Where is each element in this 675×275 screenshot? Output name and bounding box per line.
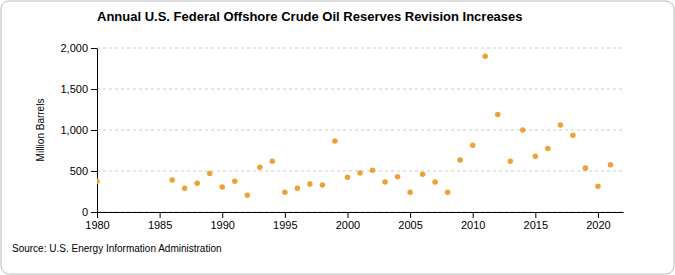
title: Annual U.S. Federal Offshore Crude Oil R… (97, 9, 523, 24)
point (457, 157, 463, 163)
y-tick-label: 500 (70, 165, 88, 177)
x-tick-label: 2005 (398, 219, 422, 231)
y-tick-label: 0 (82, 206, 88, 218)
x-tick-label: 2020 (586, 219, 610, 231)
y-axis-title: Million Barrels (35, 99, 46, 162)
point (407, 190, 413, 196)
x-tick-mark (473, 212, 474, 218)
y-axis-line (97, 49, 98, 213)
x-tick-mark (160, 212, 161, 218)
point (445, 190, 451, 196)
y-tick-mark (91, 171, 97, 172)
x-tick: 2000 (336, 212, 360, 231)
point (495, 112, 501, 118)
point (382, 179, 388, 185)
point (583, 165, 589, 171)
point (357, 170, 363, 176)
x-tick: 2015 (524, 212, 548, 231)
x-tick-mark (347, 212, 348, 218)
x-tick: 2005 (398, 212, 422, 231)
grid (97, 48, 623, 212)
point (533, 153, 539, 159)
y-tick: 1,500 (60, 83, 97, 95)
x-tick-label: 1985 (148, 219, 172, 231)
x-tick-mark (97, 212, 98, 218)
y-tick: 500 (70, 165, 97, 177)
x-tick-label: 1980 (85, 219, 109, 231)
x-tick-label: 1995 (273, 219, 297, 231)
point (257, 165, 263, 171)
point (97, 178, 100, 184)
point (295, 185, 301, 191)
grid-line (97, 212, 623, 213)
point (508, 158, 514, 164)
y-tick: 0 (82, 206, 97, 218)
point (482, 53, 488, 59)
point (608, 162, 614, 168)
point (320, 182, 326, 188)
y-tick-label: 2,000 (60, 42, 88, 54)
x-tick: 1980 (85, 212, 109, 231)
y-tick: 2,000 (60, 42, 97, 54)
grid-line (97, 48, 623, 49)
point (395, 174, 401, 180)
point (470, 142, 476, 148)
point (307, 181, 313, 187)
x-tick-mark (410, 212, 411, 218)
grid-line (97, 89, 623, 90)
x-tick-label: 2010 (461, 219, 485, 231)
x-tick: 1995 (273, 212, 297, 231)
point (595, 183, 601, 189)
x-tick: 1990 (210, 212, 234, 231)
point (245, 192, 251, 198)
point (332, 138, 338, 144)
point (420, 172, 426, 178)
point (194, 181, 200, 187)
x-axis-line (98, 212, 624, 213)
x-tick: 2020 (586, 212, 610, 231)
y-tick-mark (91, 89, 97, 90)
points (97, 53, 613, 198)
point (345, 174, 351, 180)
point (219, 184, 225, 190)
chart: Annual U.S. Federal Offshore Crude Oil R… (0, 0, 675, 275)
x-tick: 2010 (461, 212, 485, 231)
point (558, 122, 564, 128)
y-axis: 0 500 1,000 1,500 2,000 (60, 42, 97, 218)
grid-line (97, 130, 623, 131)
x-tick-mark (598, 212, 599, 218)
x-tick-label: 1990 (210, 219, 234, 231)
y-tick: 1,000 (60, 124, 97, 136)
point (270, 158, 276, 164)
x-tick-mark (285, 212, 286, 218)
y-tick-mark (91, 130, 97, 131)
point (520, 127, 526, 133)
y-tick-mark (91, 212, 97, 213)
source: Source: U.S. Energy Information Administ… (12, 243, 222, 254)
x-tick-mark (222, 212, 223, 218)
x-tick-label: 2015 (524, 219, 548, 231)
y-tick-label: 1,500 (60, 83, 88, 95)
point (570, 133, 576, 139)
x-axis: 1980 1985 1990 1995 2000 2005 2010 2015 2020 (85, 212, 623, 231)
point (232, 178, 238, 184)
y-tick-label: 1,000 (60, 124, 88, 136)
point (282, 190, 288, 196)
x-tick: 1985 (148, 212, 172, 231)
point (545, 146, 551, 152)
point (182, 185, 188, 191)
x-tick-label: 2000 (336, 219, 360, 231)
point (169, 177, 175, 183)
point (370, 167, 376, 173)
y-tick-mark (91, 48, 97, 49)
x-tick-mark (535, 212, 536, 218)
frame (1, 1, 674, 274)
point (207, 171, 213, 177)
point (432, 179, 438, 185)
